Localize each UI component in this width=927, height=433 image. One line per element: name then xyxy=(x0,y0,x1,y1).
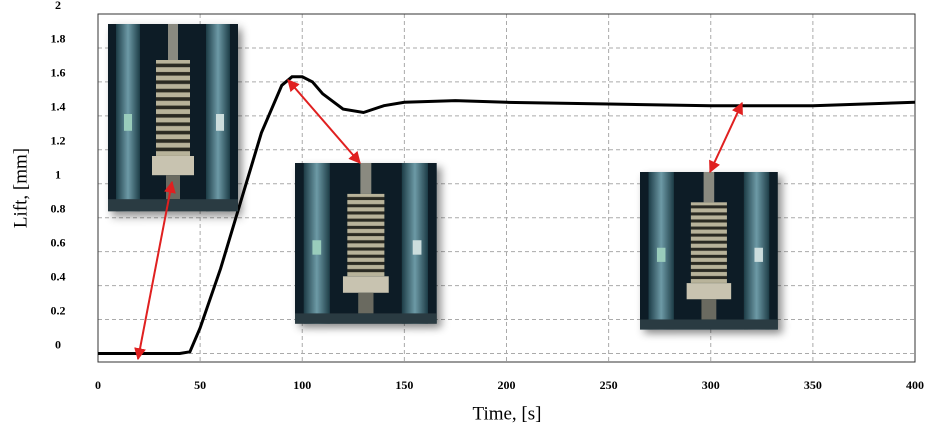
x-tick-label: 300 xyxy=(702,378,720,392)
photo xyxy=(295,163,437,324)
y-tick-label: 0 xyxy=(55,337,61,351)
y-tick-label: 1 xyxy=(55,168,61,182)
y-tick-label: 1.2 xyxy=(51,134,66,148)
x-tick-label: 250 xyxy=(600,378,618,392)
arrow xyxy=(287,79,361,164)
y-tick-label: 1.4 xyxy=(51,100,66,114)
x-tick-label: 50 xyxy=(194,378,206,392)
x-tick-label: 400 xyxy=(906,378,924,392)
y-tick-label: 1.6 xyxy=(51,66,66,80)
y-tick-label: 0.2 xyxy=(51,303,66,317)
photo xyxy=(640,172,778,330)
plot-frame xyxy=(97,13,916,363)
y-tick-label: 2 xyxy=(55,0,61,12)
photo xyxy=(108,24,238,212)
arrow xyxy=(134,180,176,361)
y-axis-label: Lift, [mm] xyxy=(10,148,31,228)
y-tick-label: 0.6 xyxy=(51,235,66,249)
x-tick-label: 0 xyxy=(95,378,101,392)
x-axis-label: Time, [s] xyxy=(473,403,542,424)
y-tick-label: 0.4 xyxy=(51,269,66,283)
y-tick-label: 1.8 xyxy=(51,32,66,46)
x-tick-label: 100 xyxy=(293,378,311,392)
x-tick-label: 350 xyxy=(804,378,822,392)
arrow xyxy=(709,101,743,174)
y-tick-label: 0.8 xyxy=(51,201,66,215)
x-tick-label: 150 xyxy=(395,378,413,392)
x-tick-label: 200 xyxy=(498,378,516,392)
